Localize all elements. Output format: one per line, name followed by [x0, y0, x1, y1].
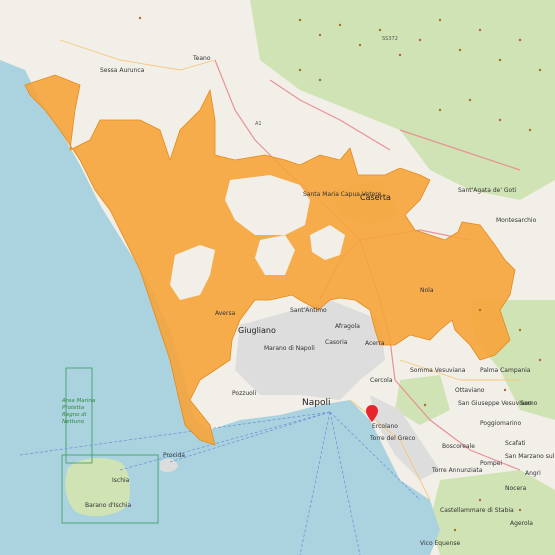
- label-boscoreale: Boscoreale: [442, 443, 475, 450]
- label-sant-antimo: Sant'Antimo: [290, 307, 327, 314]
- procida-island: [160, 458, 178, 473]
- label-torre-del-greco: Torre del Greco: [369, 435, 416, 442]
- label-angri: Angri: [525, 470, 541, 477]
- label-ss372: SS372: [382, 36, 398, 42]
- label-giugliano: Giugliano: [238, 326, 276, 335]
- label-casoria: Casoria: [325, 339, 348, 346]
- label-palma: Palma Campania: [480, 367, 531, 374]
- label-barano: Barano d'Ischia: [85, 502, 131, 509]
- label-aversa: Aversa: [215, 310, 236, 317]
- label-nola: Nola: [420, 287, 434, 294]
- ischia-island: [65, 458, 130, 517]
- label-santagata: Sant'Agata de' Goti: [458, 187, 517, 194]
- label-poggiomarino: Poggiomarino: [480, 420, 521, 427]
- label-pozzuoli: Pozzuoli: [232, 390, 257, 397]
- label-ercolano: Ercolano: [372, 423, 398, 430]
- label-sarno: Sarno: [520, 400, 538, 407]
- label-afragola: Afragola: [335, 323, 360, 330]
- label-scafati: Scafati: [505, 440, 526, 447]
- label-napoli: Napoli: [302, 398, 330, 408]
- label-agerola: Agerola: [510, 520, 533, 527]
- label-somma: Somma Vesuviana: [410, 367, 466, 374]
- region-holes: [170, 175, 345, 300]
- label-procida: Procida: [163, 452, 185, 459]
- map-labels: Sessa Aurunca Teano SS372 A1 Caserta San…: [61, 36, 555, 547]
- label-nocera: Nocera: [505, 485, 527, 492]
- label-cercola: Cercola: [370, 377, 393, 384]
- label-marine-area: Area Marina Protetta Regno di Nettuno: [61, 398, 96, 425]
- label-pompei: Pompei: [480, 460, 502, 467]
- ferry-lines: [19, 411, 421, 555]
- label-teano: Teano: [192, 55, 211, 62]
- location-pin-icon[interactable]: [366, 405, 378, 422]
- label-santa-maria: Santa Maria Capua Vetere: [303, 191, 382, 198]
- label-castellammare: Castellammare di Stabia: [440, 507, 514, 514]
- label-vico-equense: Vico Equense: [420, 540, 461, 547]
- label-torre-annunziata: Torre Annunziata: [431, 467, 483, 474]
- urban-areas: [235, 300, 440, 480]
- label-caserta: Caserta: [360, 193, 391, 202]
- label-a1: A1: [255, 121, 262, 127]
- label-acerra: Acerra: [365, 340, 385, 347]
- terrain-markers: [138, 16, 542, 532]
- label-san-marzano: San Marzano sul Sarno: [505, 453, 555, 460]
- label-sessa-aurunca: Sessa Aurunca: [100, 67, 145, 74]
- sea-area: [0, 60, 440, 555]
- label-ottaviano: Ottaviano: [455, 387, 485, 394]
- label-marano: Marano di Napoli: [264, 345, 315, 352]
- marine-protected-area: [61, 367, 159, 524]
- label-san-giuseppe: San Giuseppe Vesuviano: [458, 400, 532, 407]
- label-montesarchio: Montesarchio: [496, 217, 537, 224]
- label-ischia: Ischia: [112, 477, 130, 484]
